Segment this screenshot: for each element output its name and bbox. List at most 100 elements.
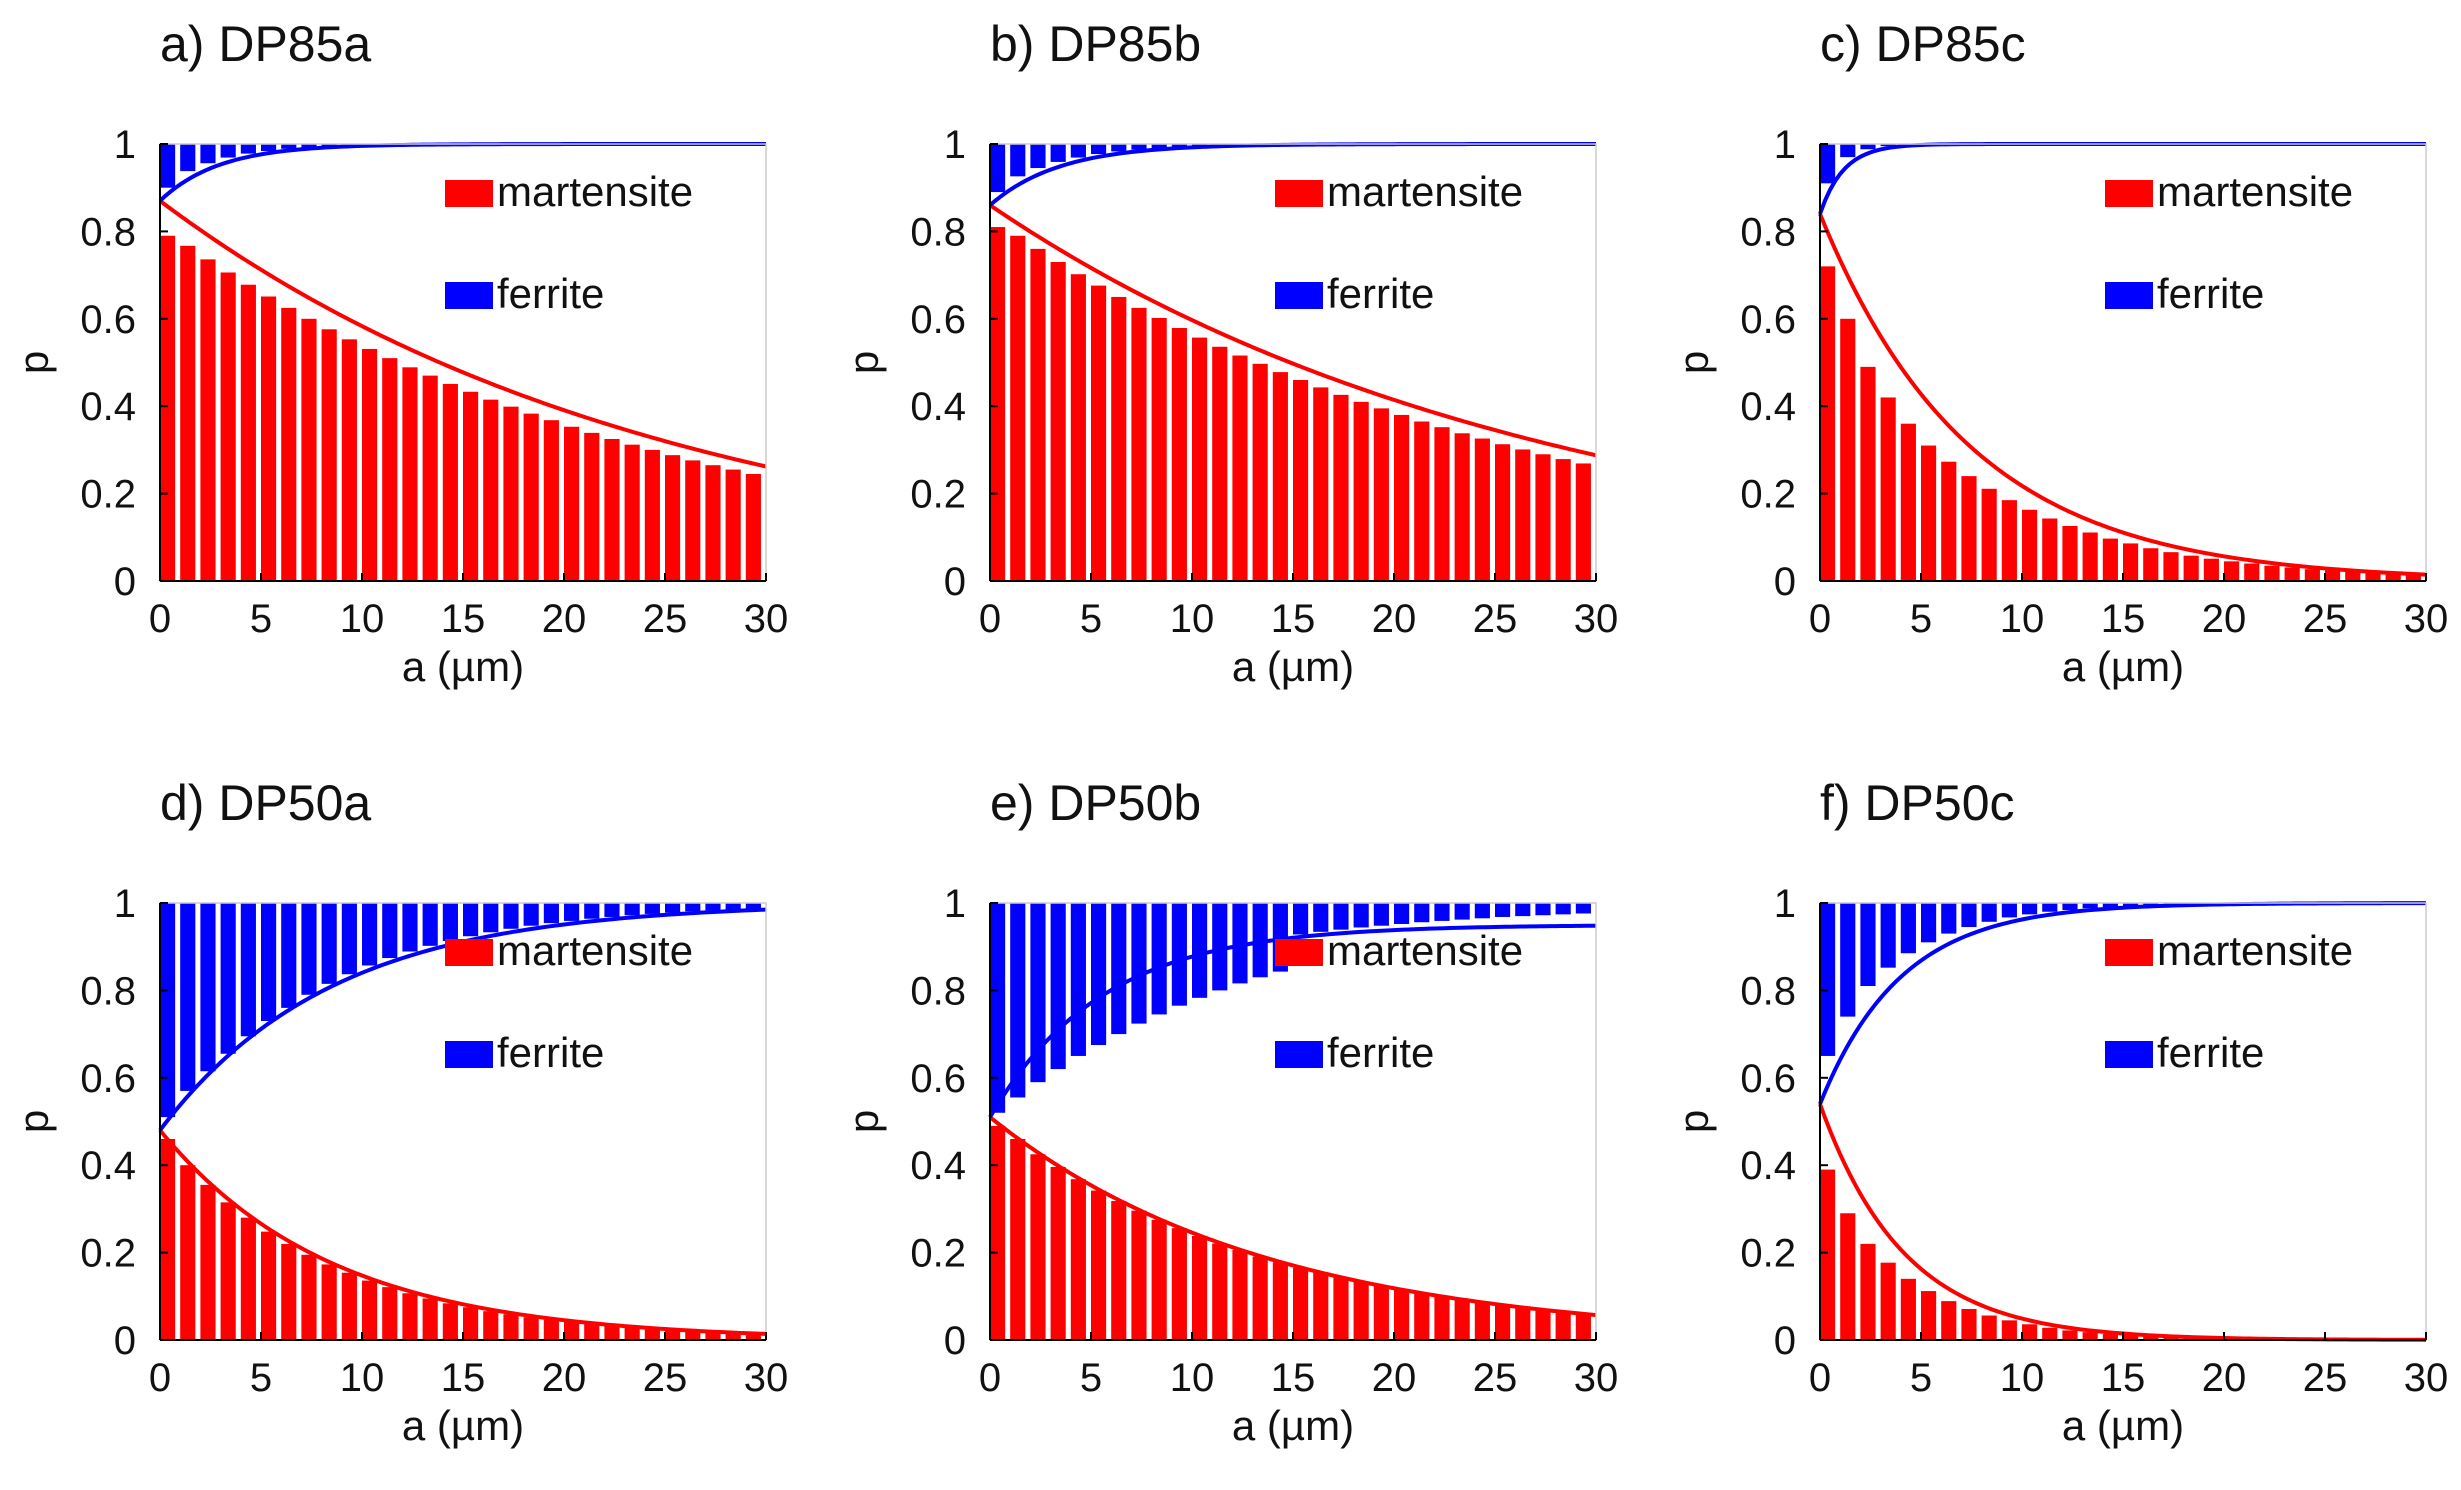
martensite-bar: [1414, 421, 1430, 581]
martensite-bar: [2304, 569, 2320, 581]
ferrite-bar: [564, 903, 580, 921]
ferrite-bar: [200, 903, 216, 1072]
chart-title: e) DP50b: [990, 775, 1201, 831]
y-tick-label: 0.2: [1740, 1232, 1796, 1276]
ferrite-bar: [382, 903, 398, 959]
martensite-bar: [1515, 1307, 1531, 1340]
ferrite-bar: [281, 144, 297, 149]
martensite-bar: [2143, 1336, 2159, 1340]
ferrite-bar: [990, 903, 1006, 1113]
x-axis-label: a (µm): [1232, 1402, 1354, 1449]
y-tick-label: 0.2: [80, 1232, 136, 1276]
martensite-bar: [1212, 1243, 1228, 1340]
ferrite-bar: [1232, 903, 1248, 984]
y-tick-label: 0.6: [1740, 298, 1796, 342]
martensite-bar: [1232, 1249, 1248, 1340]
martensite-bar: [564, 1322, 580, 1340]
ferrite-bar: [1474, 903, 1490, 919]
martensite-bar: [1575, 1314, 1591, 1340]
martensite-bar: [1091, 285, 1107, 581]
martensite-bar: [422, 375, 438, 581]
martensite-bar: [1293, 379, 1309, 581]
ferrite-bar: [2102, 903, 2118, 908]
martensite-bar: [281, 1243, 297, 1340]
martensite-bar: [1333, 394, 1349, 581]
martensite-bar: [2284, 567, 2300, 581]
ferrite-legend-swatch: [2105, 282, 2153, 309]
martensite-bar: [1880, 1262, 1896, 1340]
ferrite-bar: [644, 903, 660, 914]
martensite-bar: [442, 1303, 458, 1340]
martensite-bar: [483, 1311, 499, 1340]
y-tick-label: 0.4: [910, 385, 966, 429]
ferrite-bar: [1535, 903, 1551, 916]
martensite-bar: [1535, 1309, 1551, 1340]
martensite-bar: [604, 438, 620, 581]
ferrite-bar: [442, 903, 458, 942]
ferrite-bar: [301, 903, 317, 995]
ferrite-bar: [1900, 903, 1916, 954]
martensite-curve: [988, 1115, 1597, 1318]
martensite-bar: [2042, 1327, 2058, 1340]
subplot-3: c) DP85c 0 5 10 15 20 25 30 0 0.2 0.4 0.6 0.8 1 a (µm)…: [1670, 16, 2448, 690]
martensite-bar: [1840, 318, 1856, 581]
ferrite-bar: [705, 903, 721, 911]
ferrite-bar: [1840, 903, 1856, 1017]
x-tick-label: 5: [250, 597, 272, 641]
martensite-bar: [362, 1280, 378, 1340]
martensite-bar: [1151, 1219, 1167, 1340]
martensite-bar: [463, 391, 479, 581]
martensite-bar: [362, 348, 378, 581]
x-tick-label: 25: [643, 597, 688, 641]
martensite-bar: [240, 1217, 256, 1340]
martensite-bar: [2224, 561, 2240, 581]
ferrite-bar: [1070, 144, 1086, 158]
ferrite-bar: [1313, 903, 1329, 932]
martensite-bar: [1212, 346, 1228, 581]
x-tick-label: 20: [2202, 597, 2247, 641]
martensite-bar: [1981, 488, 1997, 581]
martensite-bar: [1454, 1299, 1470, 1340]
x-tick-label: 20: [1372, 1356, 1417, 1400]
martensite-bar: [2123, 1335, 2139, 1340]
martensite-bar: [442, 383, 458, 581]
martensite-bar: [2163, 552, 2179, 581]
x-tick-label: 10: [2000, 597, 2045, 641]
martensite-bar: [1111, 1201, 1127, 1340]
martensite-legend-swatch: [2105, 180, 2153, 207]
ferrite-bar: [1981, 903, 1997, 922]
ferrite-bar: [1171, 903, 1187, 1006]
martensite-bar: [2022, 1324, 2038, 1340]
subplot-1: a) DP85a 0 5 10 15 20 25 30 0 0.2 0.4 0.6 0.8 1 a (µm)…: [10, 16, 788, 690]
ferrite-bar: [341, 903, 357, 975]
martensite-bar: [1921, 1291, 1937, 1340]
x-tick-label: 25: [2303, 1356, 2348, 1400]
martensite-bar: [1131, 307, 1147, 582]
legend-label: martensite: [497, 168, 693, 215]
martensite-bar: [1434, 427, 1450, 581]
ferrite-curve: [988, 923, 1597, 1119]
ferrite-bar: [281, 903, 297, 1008]
x-tick-label: 15: [1271, 597, 1316, 641]
y-tick-label: 0: [944, 560, 966, 604]
ferrite-bar: [1070, 903, 1086, 1056]
y-tick-label: 0.4: [910, 1144, 966, 1188]
martensite-bar: [1434, 1296, 1450, 1340]
x-axis-label: a (µm): [402, 1402, 524, 1449]
martensite-bar: [2001, 500, 2017, 581]
martensite-bar: [1010, 1138, 1026, 1340]
ferrite-bar: [1111, 903, 1127, 1035]
ferrite-bar: [180, 144, 196, 172]
martensite-bar: [1820, 266, 1836, 581]
ferrite-bar: [1941, 903, 1957, 934]
martensite-bar: [180, 245, 196, 581]
martensite-bar: [2082, 1332, 2098, 1340]
martensite-bar: [382, 358, 398, 581]
legend-label: martensite: [1327, 168, 1523, 215]
martensite-bar: [1394, 1289, 1410, 1340]
x-tick-label: 15: [2101, 597, 2146, 641]
martensite-bar: [564, 426, 580, 581]
ferrite-bar: [1010, 144, 1026, 177]
martensite-bar: [2163, 1336, 2179, 1340]
martensite-bar: [1293, 1267, 1309, 1340]
